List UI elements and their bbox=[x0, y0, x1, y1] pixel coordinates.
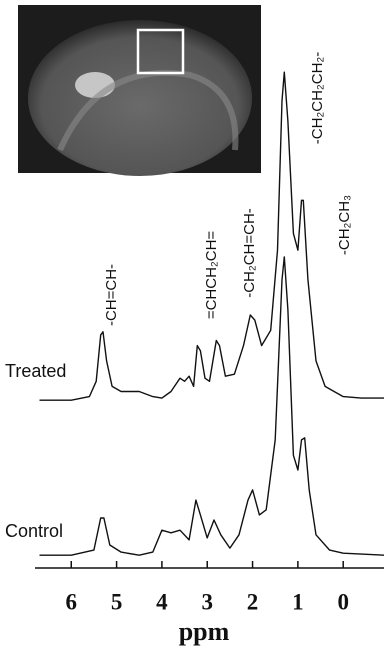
x-axis-label: ppm bbox=[179, 617, 230, 646]
annotation: -CH₂CH=CH- bbox=[241, 208, 258, 298]
annotation: -CH=CH- bbox=[103, 264, 120, 326]
annotation: -CH₂CH₂CH₂- bbox=[309, 52, 326, 144]
x-tick-label: 2 bbox=[247, 589, 259, 614]
x-tick-label: 3 bbox=[201, 589, 213, 614]
x-tick-label: 5 bbox=[111, 589, 123, 614]
chart: -CH=CH- =CHCH₂CH= -CH₂CH=CH- -CH₂CH₂CH₂-… bbox=[0, 0, 384, 650]
x-tick-label: 6 bbox=[66, 589, 78, 614]
annotation: -CH₂CH₃ bbox=[336, 195, 353, 255]
series-label: Treated bbox=[5, 361, 66, 381]
x-tick-label: 1 bbox=[292, 589, 304, 614]
mri-inset bbox=[18, 5, 261, 176]
x-tick-label: 0 bbox=[337, 589, 349, 614]
series-label: Control bbox=[5, 521, 63, 541]
annotation: =CHCH₂CH= bbox=[203, 231, 220, 320]
x-tick-label: 4 bbox=[156, 589, 168, 614]
